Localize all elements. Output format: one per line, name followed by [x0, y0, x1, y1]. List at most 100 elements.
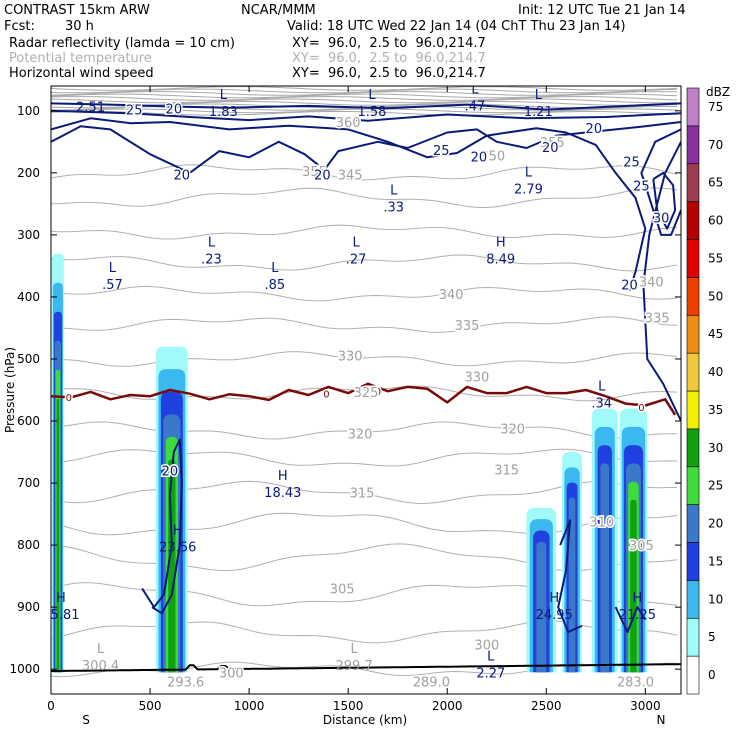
theta-contour	[51, 254, 678, 272]
y-tick-label: 300	[17, 228, 40, 242]
y-axis-label: Pressure (hPa)	[3, 347, 17, 433]
theta-contour	[51, 385, 678, 402]
colorbar-label: 25	[708, 479, 723, 493]
theta-label: 345	[338, 169, 363, 184]
wind-label: 30	[653, 212, 670, 227]
wind-label: 20	[314, 169, 331, 184]
wind-contour	[652, 171, 677, 230]
theta-label: 350	[480, 149, 505, 164]
extremum-value: 15.81	[42, 608, 79, 623]
colorbar-swatch	[686, 466, 700, 505]
extremum-value: .33	[383, 200, 404, 215]
theta-contour	[51, 351, 678, 367]
theta-contour	[51, 421, 678, 440]
reflectivity-shading	[51, 253, 648, 673]
colorbar-swatch	[686, 617, 700, 657]
field-name-wind: Horizontal wind speed	[9, 66, 154, 81]
wind-contour	[51, 102, 681, 111]
freezing-level: 0 0 0 0	[51, 382, 677, 416]
theta-label: 293.6	[167, 676, 204, 691]
end-label-south: S	[82, 713, 90, 727]
wind-contour	[51, 117, 647, 292]
terrain-line	[51, 663, 681, 672]
extremum-type: L	[471, 82, 479, 97]
y-tick-label: 500	[17, 352, 40, 366]
field-name-reflectivity: Radar reflectivity (lamda = 10 cm)	[9, 36, 235, 51]
wind-label: 20	[162, 465, 179, 480]
theta-label: 310	[589, 516, 614, 531]
extremum-type: L	[350, 642, 358, 657]
extremum-type: H	[56, 591, 66, 606]
extremum-value: 1.83	[209, 105, 238, 120]
theta-label: 283.0	[617, 676, 654, 691]
theta-label: 335	[645, 311, 670, 326]
extremum-value: 2.27	[476, 666, 505, 681]
theta-contour	[51, 285, 678, 302]
theta-contour	[51, 91, 678, 96]
field-xy-reflectivity: XY= 96.0, 2.5 to 96.0,214.7	[292, 36, 486, 51]
x-axis-label: Distance (km)	[323, 713, 407, 727]
data-source: NCAR/MMM	[241, 3, 316, 18]
extremum-value: 8.49	[486, 253, 515, 268]
colorbar-label: 35	[708, 403, 723, 417]
y-tick-label: 800	[17, 538, 40, 552]
colorbar-swatch	[686, 542, 700, 581]
theta-label: 315	[494, 463, 519, 478]
theta-label: 335	[455, 319, 480, 334]
wind-label: 25	[433, 144, 450, 159]
colorbar-label: 10	[708, 592, 723, 606]
colorbar-label: 55	[708, 251, 723, 265]
extremum-value: .27	[346, 253, 367, 268]
colorbar-swatch	[686, 504, 700, 543]
reflectivity-band	[56, 398, 60, 673]
y-tick-label: 700	[17, 476, 40, 490]
wind-label: 25	[623, 156, 640, 171]
freezing-level-label: 0	[375, 387, 381, 398]
theta-label: 330	[338, 349, 363, 364]
extremum-value: 2.51	[76, 101, 105, 116]
reflectivity-band	[630, 499, 637, 673]
colorbar-swatch	[686, 201, 700, 240]
field-xy-theta: XY= 96.0, 2.5 to 96.0,214.7	[292, 51, 486, 66]
colorbar-label: 20	[708, 517, 723, 531]
theta-contour	[51, 187, 678, 208]
colorbar-swatch	[686, 390, 700, 430]
init-time: Init: 12 UTC Tue 21 Jan 14	[518, 3, 686, 18]
wind-label: 25	[633, 179, 650, 194]
colorbar-swatch	[686, 239, 700, 278]
colorbar-label: 65	[708, 176, 723, 190]
theta-contour	[51, 98, 678, 104]
colorbar-label: 50	[708, 289, 723, 303]
theta-label: 305	[629, 539, 654, 554]
theta-label: 325	[354, 386, 379, 401]
y-tick-label: 100	[17, 104, 40, 118]
colorbar-swatch	[686, 428, 700, 468]
freezing-level-label: 0	[66, 393, 72, 404]
extremum-type: L	[525, 165, 533, 180]
extremum-type: L	[598, 379, 606, 394]
wind-contour	[642, 141, 681, 422]
extremum-value: .57	[102, 278, 123, 293]
theta-contour	[51, 86, 678, 91]
theta-contour	[51, 110, 678, 116]
wind-contour	[614, 606, 647, 633]
extremum-type: L	[109, 261, 117, 276]
wind-contour	[51, 109, 681, 122]
wind-label: 25	[126, 104, 143, 119]
x-tick-label: 2000	[432, 699, 463, 713]
x-tick-label: 1000	[234, 699, 265, 713]
colorbar-label: 75	[708, 100, 723, 114]
extremum-type: H	[633, 591, 643, 606]
wind-contour	[640, 128, 681, 236]
colorbar-swatch	[686, 163, 700, 202]
field-name-theta: Potential temperature	[9, 51, 152, 66]
extremum-value: 2.79	[514, 182, 543, 197]
theta-contour	[51, 108, 678, 114]
colorbar-label: 15	[708, 554, 723, 568]
colorbar-label: 60	[708, 214, 723, 228]
x-tick-label: 2500	[531, 699, 562, 713]
wind-contour	[557, 519, 583, 633]
theta-label: 330	[465, 370, 490, 385]
